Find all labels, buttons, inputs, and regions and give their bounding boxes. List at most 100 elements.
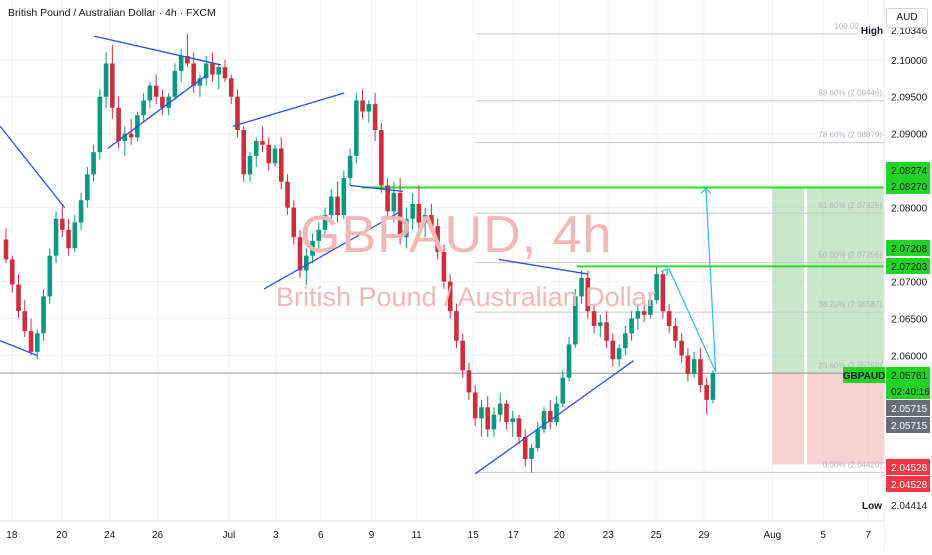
trendline — [350, 184, 403, 193]
candle-body — [522, 436, 528, 460]
candle-body — [347, 155, 353, 179]
candle-body — [122, 133, 128, 142]
time-tick-label: 20 — [554, 530, 566, 541]
price-axis — [884, 0, 932, 550]
candle-body — [91, 152, 96, 175]
candle-body — [454, 311, 459, 341]
candle-body — [560, 377, 566, 404]
candle-body — [547, 410, 553, 423]
candle-body — [472, 392, 478, 419]
current-price-value: 2.05761 — [891, 371, 928, 382]
price-tag-bg — [886, 400, 930, 416]
fib-label: 0.00% (2.04420) — [823, 460, 882, 469]
projection-arrow — [668, 267, 717, 373]
candle-body — [310, 240, 315, 256]
candle-body — [191, 63, 196, 86]
candle-body — [535, 429, 541, 448]
projection-arrow — [705, 188, 717, 372]
price-tag-bg — [886, 459, 930, 475]
candle-body — [572, 296, 578, 345]
price-tag-bg — [886, 497, 930, 513]
candle-body — [635, 311, 641, 319]
candle-body — [128, 133, 134, 138]
candle-body — [698, 359, 703, 386]
candle-body — [97, 96, 103, 153]
candle-body — [78, 200, 84, 223]
time-tick-label: 3 — [273, 530, 279, 541]
candle-body — [441, 252, 447, 282]
price-tick-label: 2.10000 — [891, 56, 928, 67]
candle-body — [253, 141, 259, 156]
fib-label: 78.60% (2.08879) — [818, 131, 882, 140]
candle-body — [673, 325, 678, 341]
trendline — [263, 210, 402, 290]
current-price-tag-bg — [886, 367, 930, 399]
candle-body — [641, 311, 647, 315]
candle-body — [529, 447, 534, 460]
candle-body — [210, 63, 215, 75]
candle-body — [691, 359, 697, 374]
price-tag-label-bg — [858, 497, 886, 513]
candle-body — [466, 370, 472, 393]
candle-body — [479, 407, 484, 419]
candle-body — [516, 418, 522, 437]
candle-body — [591, 311, 597, 326]
time-tick-label: Jul — [222, 530, 235, 541]
candle-body — [235, 96, 240, 130]
price-tag-value: 2.07203 — [891, 262, 928, 273]
price-tag-bg — [886, 258, 930, 274]
candle-body — [110, 63, 115, 108]
time-tick-label: 26 — [152, 530, 164, 541]
price-tag-value: 2.08274 — [891, 166, 928, 177]
time-axis — [0, 521, 884, 550]
stop-zone — [772, 373, 805, 465]
candle-body — [604, 322, 609, 341]
price-tag-label: High — [861, 26, 883, 37]
candle-body — [141, 100, 146, 116]
watermark-symbol: GBPAUD, 4h — [300, 206, 613, 264]
price-tag-bg — [886, 162, 930, 178]
candle-body — [185, 56, 190, 64]
price-tag-value: 2.04528 — [891, 463, 928, 474]
candle-body — [316, 229, 322, 241]
chart-title: British Pound / Australian Dollar · 4h ·… — [8, 7, 216, 19]
candle-body — [166, 96, 171, 108]
symbol-tag: GBPAUD — [843, 371, 886, 382]
candle-body — [329, 196, 334, 216]
candle-body — [147, 85, 153, 101]
price-tag-value: 2.10346 — [891, 26, 928, 37]
candle-body — [241, 130, 247, 175]
price-tag-value: 2.05715 — [891, 421, 928, 432]
price-tick-label: 2.08000 — [891, 204, 928, 215]
candle-body — [285, 181, 290, 208]
candle-body — [85, 174, 90, 201]
candle-body — [272, 148, 278, 164]
candle-body — [22, 311, 28, 332]
time-tick-label: 25 — [650, 530, 662, 541]
trendline — [498, 258, 589, 275]
candle-body — [303, 255, 309, 271]
candle-body — [504, 403, 509, 423]
price-tick-label: 2.06500 — [891, 315, 928, 326]
price-tag-value: 2.04414 — [891, 501, 928, 512]
price-tag-label: Low — [862, 501, 882, 512]
time-tick-label: 6 — [318, 530, 324, 541]
price-tag-value: 2.04528 — [891, 480, 928, 491]
arrow-head — [700, 187, 712, 194]
trendline — [474, 360, 634, 475]
candle-body — [660, 274, 666, 312]
candle-body — [566, 344, 572, 378]
countdown-timer: 02:40:16 — [891, 387, 930, 398]
arrow-head — [660, 268, 669, 276]
currency-button[interactable]: AUD — [886, 8, 928, 28]
symbol-tag-bg — [843, 367, 885, 383]
candle-body — [203, 63, 209, 79]
candle-body — [710, 373, 716, 400]
candle-body — [3, 239, 9, 260]
price-tag-bg — [886, 417, 930, 433]
fib-label: 88.60% (2.09446) — [818, 89, 882, 98]
candle-body — [379, 130, 384, 186]
time-tick-label: 18 — [6, 530, 18, 541]
candle-body — [629, 318, 634, 334]
